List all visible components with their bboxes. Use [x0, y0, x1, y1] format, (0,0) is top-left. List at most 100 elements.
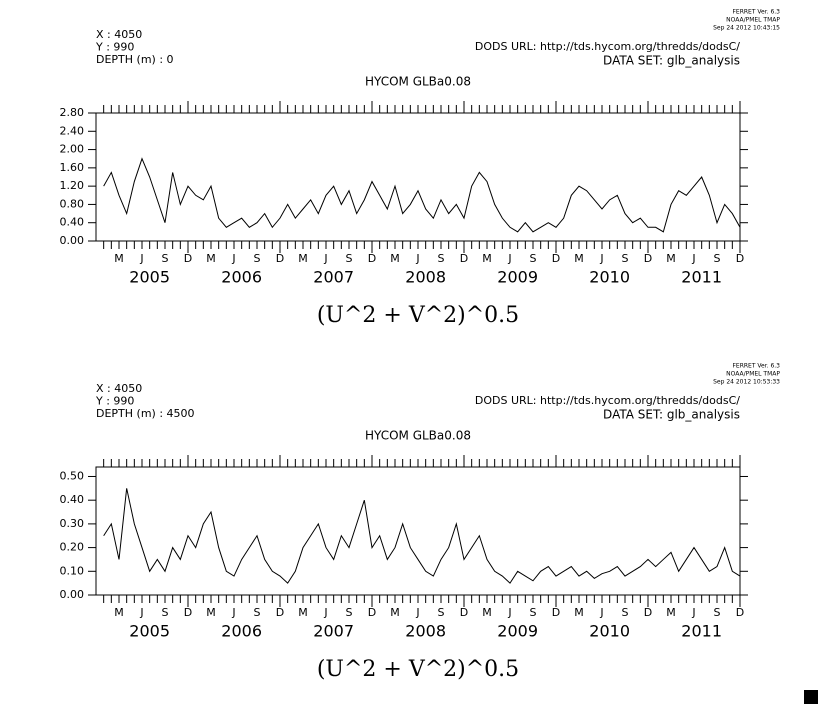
x-tick-label: S: [346, 606, 353, 619]
url: DODS URL: http://tds.hycom.org/thredds/d…: [475, 40, 740, 53]
stamp: NOAA/PMEL TMAP: [726, 371, 780, 378]
chart-title: HYCOM GLBa0.08: [365, 75, 471, 89]
x-tick-label: D: [368, 252, 376, 265]
x-tick-label: J: [507, 606, 511, 619]
stamp: FERRET Ver. 6.3: [732, 363, 780, 370]
y-tick-label: 0.40: [60, 493, 85, 506]
y-tick-label: 0.50: [60, 469, 85, 482]
year-label: 2010: [589, 622, 630, 641]
year-label: 2007: [313, 268, 354, 287]
x-tick-label: D: [276, 252, 284, 265]
y-tick-label: 0.20: [60, 541, 85, 554]
x-tick-label: J: [231, 252, 235, 265]
x-tick-label: S: [622, 252, 629, 265]
stamp: NOAA/PMEL TMAP: [726, 17, 780, 24]
stamp: Sep 24 2012 10:43:15: [713, 25, 780, 32]
x-tick-label: M: [206, 606, 216, 619]
x-tick-label: M: [206, 252, 216, 265]
x-tick-label: D: [644, 606, 652, 619]
x-tick-label: D: [184, 252, 192, 265]
x-tick-label: M: [390, 252, 400, 265]
x-tick-label: J: [691, 606, 695, 619]
dataset: DATA SET: glb_analysis: [603, 408, 740, 422]
y-tick-label: 0.00: [60, 234, 85, 247]
y-tick-label: 0.30: [60, 517, 85, 530]
corner-square: [804, 690, 818, 704]
stamp: FERRET Ver. 6.3: [732, 9, 780, 16]
year-label: 2009: [497, 622, 538, 641]
dataset: DATA SET: glb_analysis: [603, 54, 740, 68]
x-tick-label: M: [574, 606, 584, 619]
x-tick-label: M: [666, 252, 676, 265]
x-tick-label: S: [346, 252, 353, 265]
x-tick-label: M: [298, 252, 308, 265]
year-label: 2010: [589, 268, 630, 287]
year-label: 2008: [405, 268, 446, 287]
header-line: X : 4050: [96, 28, 142, 41]
x-axis-label: (U^2 + V^2)^0.5: [317, 303, 519, 328]
data-line: [103, 157, 741, 233]
year-label: 2011: [681, 622, 722, 641]
x-tick-label: D: [460, 252, 468, 265]
x-tick-label: J: [139, 252, 143, 265]
stamp: Sep 24 2012 10:53:33: [713, 379, 780, 386]
x-tick-label: M: [574, 252, 584, 265]
x-tick-label: S: [530, 606, 537, 619]
y-tick-label: 0.10: [60, 564, 85, 577]
year-label: 2006: [221, 268, 262, 287]
x-tick-label: M: [114, 252, 124, 265]
x-axis-label: (U^2 + V^2)^0.5: [317, 657, 519, 682]
y-tick-label: 2.80: [60, 106, 85, 119]
x-tick-label: M: [114, 606, 124, 619]
x-tick-label: S: [530, 252, 537, 265]
x-tick-label: S: [714, 252, 721, 265]
y-tick-label: 2.00: [60, 143, 85, 156]
header-line: Y : 990: [95, 395, 134, 408]
x-tick-label: J: [415, 252, 419, 265]
x-tick-label: M: [298, 606, 308, 619]
x-tick-label: S: [438, 252, 445, 265]
year-label: 2006: [221, 622, 262, 641]
x-tick-label: J: [323, 252, 327, 265]
x-tick-label: S: [254, 252, 261, 265]
year-label: 2008: [405, 622, 446, 641]
y-tick-label: 2.40: [60, 124, 85, 137]
x-tick-label: S: [162, 252, 169, 265]
y-tick-label: 0.40: [60, 216, 85, 229]
x-tick-label: S: [714, 606, 721, 619]
x-tick-label: D: [552, 252, 560, 265]
plot-frame: [95, 466, 741, 596]
year-label: 2009: [497, 268, 538, 287]
header-line: X : 4050: [96, 382, 142, 395]
x-tick-label: J: [139, 606, 143, 619]
x-tick-label: S: [622, 606, 629, 619]
x-tick-label: J: [599, 252, 603, 265]
x-tick-label: M: [482, 606, 492, 619]
x-tick-label: M: [390, 606, 400, 619]
x-tick-label: J: [323, 606, 327, 619]
x-tick-label: M: [666, 606, 676, 619]
y-tick-label: 0.80: [60, 197, 85, 210]
chart-title: HYCOM GLBa0.08: [365, 429, 471, 443]
x-tick-label: J: [415, 606, 419, 619]
x-tick-label: D: [736, 606, 744, 619]
header-line: DEPTH (m) : 0: [96, 53, 174, 66]
year-label: 2011: [681, 268, 722, 287]
x-tick-label: J: [231, 606, 235, 619]
y-tick-label: 1.20: [60, 179, 85, 192]
x-tick-label: J: [507, 252, 511, 265]
x-tick-label: D: [736, 252, 744, 265]
year-label: 2005: [129, 622, 170, 641]
url: DODS URL: http://tds.hycom.org/thredds/d…: [475, 394, 740, 407]
x-tick-label: D: [368, 606, 376, 619]
y-tick-label: 1.60: [60, 161, 85, 174]
x-tick-label: M: [482, 252, 492, 265]
year-label: 2007: [313, 622, 354, 641]
x-tick-label: J: [691, 252, 695, 265]
data-line: [103, 488, 741, 584]
x-tick-label: D: [552, 606, 560, 619]
x-tick-label: S: [254, 606, 261, 619]
year-label: 2005: [129, 268, 170, 287]
x-tick-label: D: [644, 252, 652, 265]
